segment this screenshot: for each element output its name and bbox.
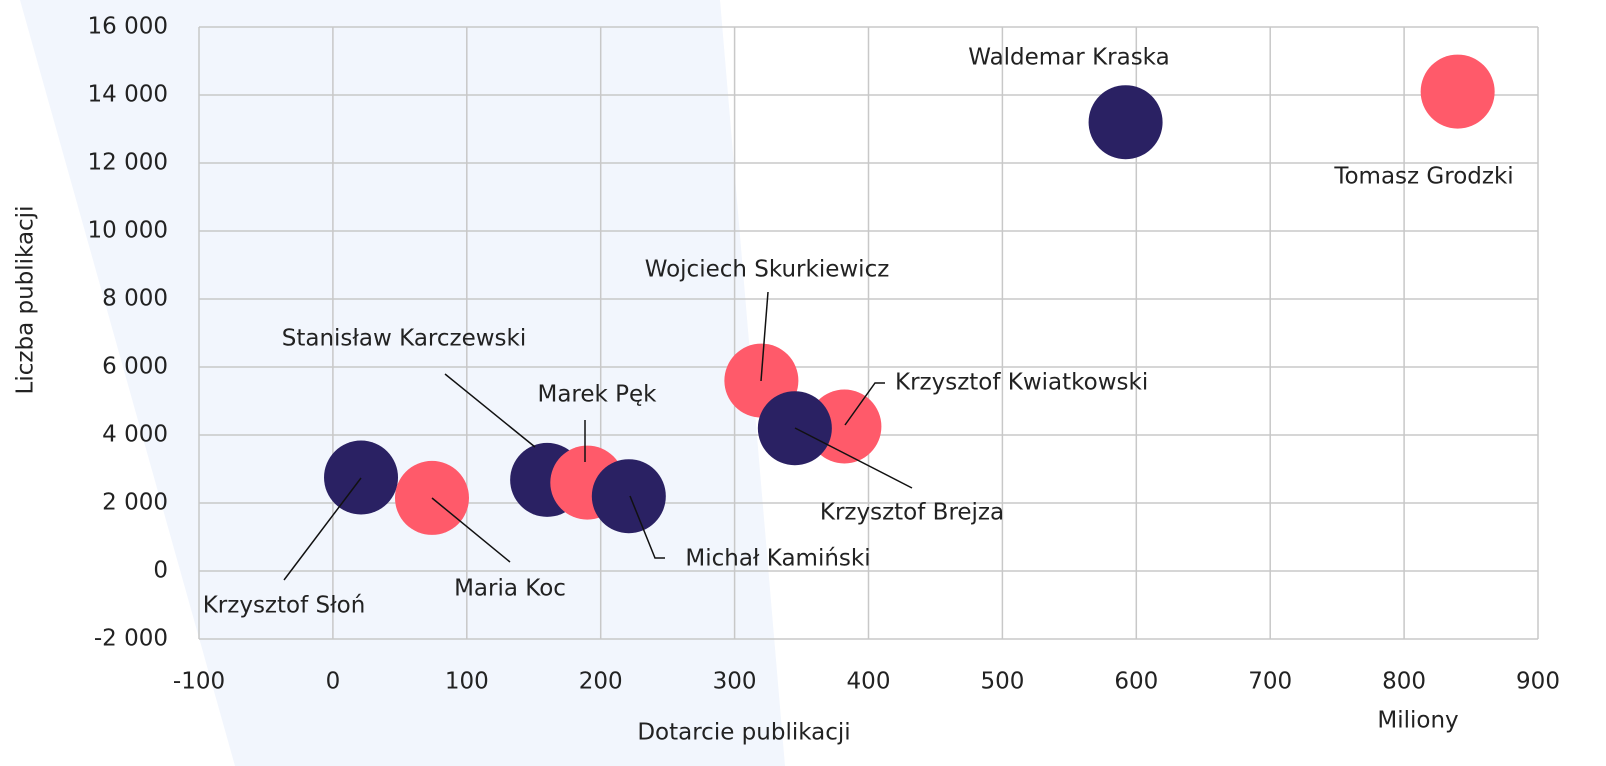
x-tick-label: 700 — [1248, 669, 1292, 695]
x-tick-label: 800 — [1382, 669, 1426, 695]
leader-line — [444, 373, 536, 448]
x-tick-label: 100 — [445, 669, 489, 695]
x-axis-unit: Miliony — [1377, 708, 1458, 734]
leader-line — [629, 495, 665, 559]
x-tick-label: 200 — [579, 669, 623, 695]
leader-line — [431, 497, 511, 563]
x-axis-label: Dotarcie publikacji — [637, 720, 850, 746]
y-tick-label: -2 000 — [94, 626, 168, 652]
y-tick-label: 10 000 — [88, 218, 168, 244]
x-tick-label: 0 — [326, 669, 341, 695]
leader-line — [844, 382, 885, 426]
x-tick-label: 500 — [980, 669, 1024, 695]
point-label: Krzysztof Słoń — [203, 593, 366, 619]
y-tick-label: 12 000 — [88, 150, 168, 176]
background-shape — [20, 0, 785, 766]
y-tick-label: 0 — [153, 558, 168, 584]
bubble — [591, 459, 666, 534]
point-label: Maria Koc — [454, 576, 566, 602]
x-tick-label: -100 — [173, 669, 225, 695]
x-tick-label: 400 — [847, 669, 891, 695]
y-tick-label: 8 000 — [102, 286, 168, 312]
x-tick-label: 900 — [1516, 669, 1560, 695]
bubble — [394, 460, 469, 535]
bubble — [1088, 85, 1163, 160]
x-tick-label: 300 — [713, 669, 757, 695]
point-label: Waldemar Kraska — [968, 45, 1169, 71]
bubble — [324, 440, 399, 515]
y-tick-label: 4 000 — [102, 422, 168, 448]
y-tick-label: 2 000 — [102, 490, 168, 516]
y-axis-label: Liczba publikacji — [13, 206, 39, 395]
leader-line — [283, 477, 362, 581]
point-label: Marek Pęk — [537, 382, 657, 408]
y-tick-label: 14 000 — [88, 82, 168, 108]
y-tick-label: 16 000 — [88, 14, 168, 40]
bubble — [1420, 54, 1495, 129]
y-tick-label: 6 000 — [102, 354, 168, 380]
bubble — [757, 391, 832, 466]
point-label: Krzysztof Brejza — [820, 500, 1004, 526]
point-label: Tomasz Grodzki — [1333, 164, 1513, 190]
point-label: Stanisław Karczewski — [282, 326, 527, 352]
leader-line — [794, 427, 913, 489]
point-label: Wojciech Skurkiewicz — [645, 257, 890, 283]
point-label: Michał Kamiński — [685, 546, 870, 572]
point-label: Krzysztof Kwiatkowski — [895, 370, 1148, 396]
leader-line — [760, 291, 769, 382]
x-tick-label: 600 — [1114, 669, 1158, 695]
